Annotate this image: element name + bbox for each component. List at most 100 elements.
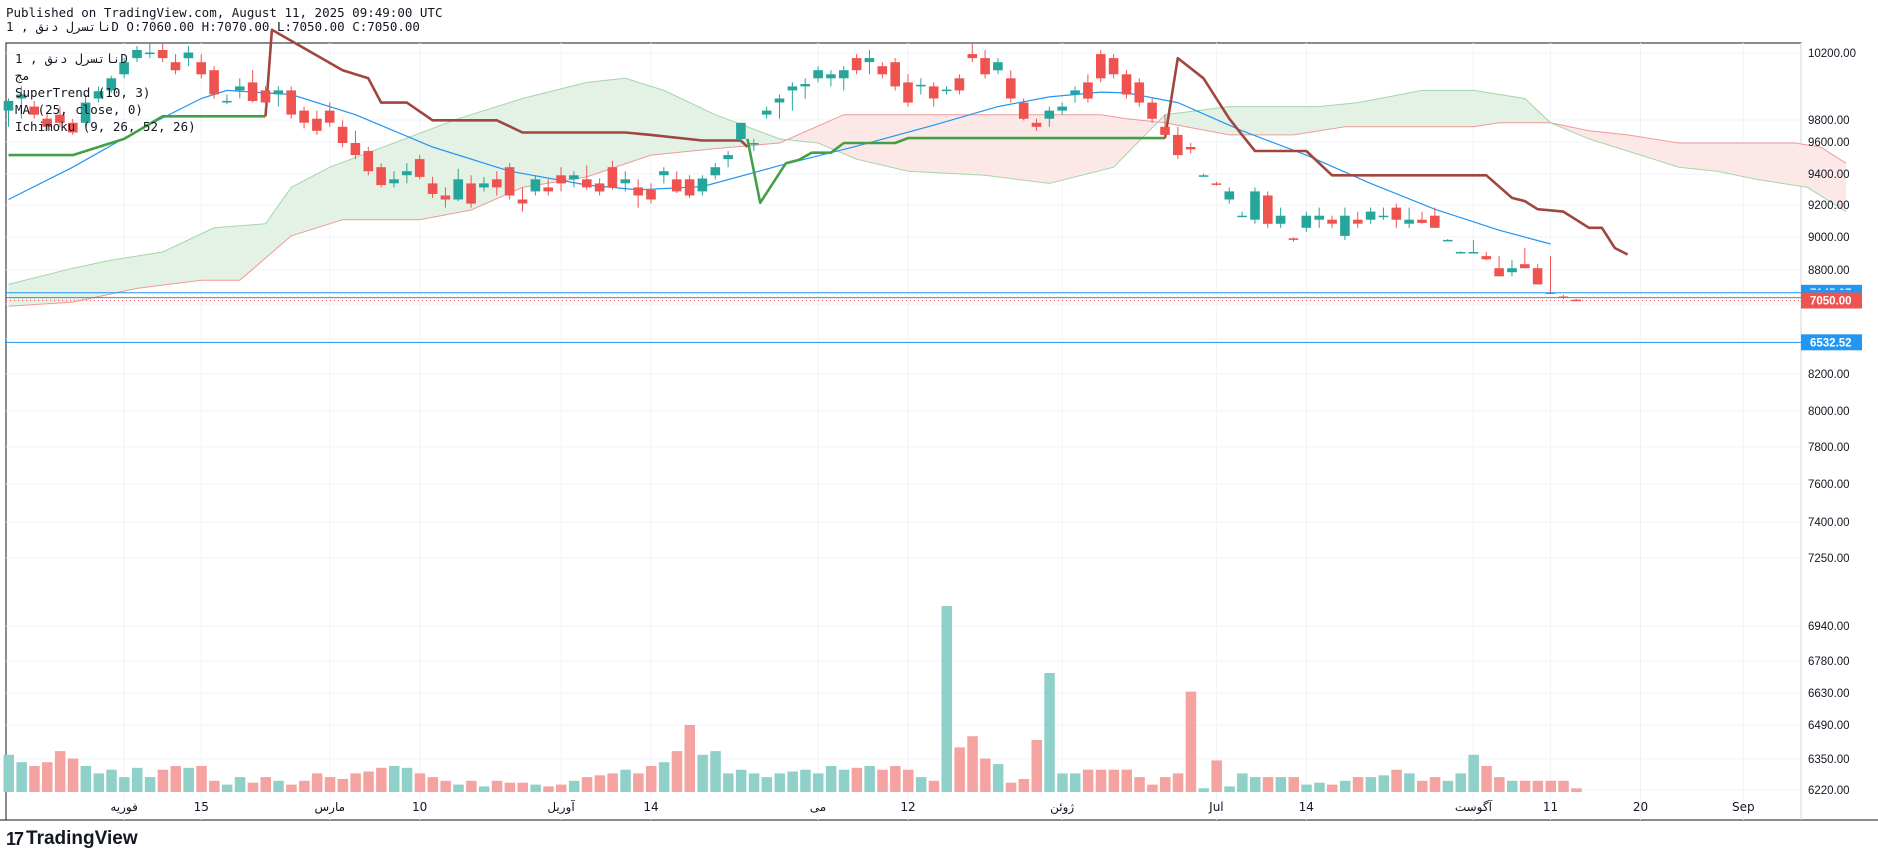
volume-bar — [568, 780, 580, 792]
volume-bar — [1519, 780, 1531, 792]
candle-body — [967, 54, 978, 59]
volume-bar — [247, 782, 259, 792]
volume-bar — [1005, 782, 1017, 792]
y-axis-tick-label: 9600.00 — [1808, 137, 1850, 149]
volume-bar — [1532, 780, 1544, 792]
supertrend-up-line — [746, 136, 1165, 205]
candle-body — [1160, 126, 1170, 135]
volume-bar — [106, 769, 117, 792]
candle-body — [517, 199, 528, 204]
volume-bar — [1250, 777, 1261, 792]
volume-bar — [1185, 691, 1197, 792]
y-axis-tick-label: 7250.00 — [1808, 553, 1850, 565]
volume-bar — [838, 769, 850, 792]
candle-body — [324, 110, 335, 123]
candle-body — [414, 159, 425, 177]
x-axis-tick-label: Sep — [1732, 800, 1755, 814]
volume-bar — [337, 779, 349, 792]
candle-body — [684, 179, 695, 196]
x-axis-tick-label: 12 — [900, 800, 915, 814]
candle-body — [222, 100, 232, 103]
y-axis-tick-label: 6490.00 — [1808, 720, 1850, 732]
volume-bar — [478, 786, 490, 792]
x-axis-tick-label: آگوست — [1455, 799, 1493, 815]
y-axis-tick-label: 8200.00 — [1808, 369, 1850, 381]
volume-bar — [1108, 769, 1120, 792]
candle-body — [132, 50, 142, 59]
volume-bar — [273, 780, 284, 792]
legend-supertrend[interactable]: SuperTrend (10, 3) — [15, 85, 151, 100]
candle-body — [697, 178, 708, 192]
candle-body — [1430, 215, 1440, 228]
candle-body — [1340, 215, 1350, 236]
y-axis-tick-label: 9000.00 — [1808, 232, 1850, 244]
volume-bar — [1237, 773, 1248, 792]
price-label-badge — [1801, 292, 1862, 309]
candle-body — [1468, 252, 1479, 254]
ichimoku-cloud-bullish — [8, 78, 793, 307]
y-axis-tick-label: 6780.00 — [1808, 656, 1850, 668]
tradingview-brand[interactable]: 17 TradingView — [6, 828, 138, 850]
volume-bar — [1301, 784, 1312, 792]
volume-bar — [1417, 780, 1428, 792]
candle-body — [1263, 195, 1273, 224]
x-axis-tick-label: فوریه — [110, 800, 138, 815]
x-axis-tick-label: آوریل — [547, 799, 575, 815]
candle-body — [1391, 207, 1402, 220]
supertrend-down-line — [1163, 56, 1629, 256]
volume-bar — [723, 773, 734, 792]
volume-bar — [196, 766, 207, 792]
candle-body — [761, 110, 772, 115]
volume-bar — [581, 777, 593, 792]
candle-body — [890, 62, 900, 87]
volume-bar — [324, 777, 336, 792]
volume-bar — [1262, 777, 1274, 792]
candle-body — [1173, 134, 1183, 156]
candle-body — [1365, 211, 1376, 220]
legend-ma[interactable]: MA (25, close, 0) — [15, 102, 143, 117]
volume-bar — [1198, 788, 1209, 792]
candle-body — [1185, 147, 1196, 150]
volume-bar — [1095, 769, 1107, 792]
supertrend-down-line — [264, 28, 749, 148]
candle-body — [1353, 219, 1363, 224]
volume-bar — [3, 754, 14, 792]
volume-bar — [209, 780, 220, 792]
legend-exchange: مج — [15, 68, 31, 83]
candle-body — [1455, 252, 1466, 254]
ichimoku-span-a — [8, 77, 1847, 285]
volume-bar — [414, 773, 426, 792]
candle-body — [1108, 58, 1119, 75]
candle-body — [492, 179, 502, 188]
volume-bar — [1404, 773, 1415, 792]
plot-area[interactable] — [5, 42, 1802, 821]
volume-bar — [1507, 780, 1518, 792]
volume-bar — [299, 780, 310, 792]
x-axis-tick-label: می — [810, 800, 826, 814]
candle-body — [582, 179, 592, 188]
candle-body — [1147, 102, 1157, 119]
volume-bar — [401, 767, 413, 792]
candle-body — [941, 89, 952, 92]
candle-body — [903, 82, 913, 103]
candle-body — [671, 179, 682, 192]
price-label-text: 6532.52 — [1810, 337, 1852, 349]
candle-body — [1224, 191, 1235, 200]
candle-body — [607, 167, 618, 188]
candle-body — [466, 183, 476, 204]
candle-body — [479, 183, 489, 188]
candle-body — [569, 175, 579, 180]
y-axis-tick-label: 10200.00 — [1808, 48, 1856, 60]
volume-bar — [1442, 780, 1454, 792]
supertrend-up-line — [8, 115, 266, 157]
candle-body — [916, 84, 926, 87]
legend-ichimoku[interactable]: Ichimoku (9, 26, 52, 26) — [15, 119, 196, 134]
volume-bar — [710, 751, 721, 792]
y-axis-tick-label: 9200.00 — [1808, 200, 1850, 212]
volume-bar — [992, 764, 1004, 792]
volume-bar — [1172, 773, 1184, 792]
y-axis-tick-label: 6220.00 — [1808, 785, 1850, 797]
ichimoku-cloud-bearish — [1556, 124, 1846, 212]
candle-body — [170, 62, 181, 71]
